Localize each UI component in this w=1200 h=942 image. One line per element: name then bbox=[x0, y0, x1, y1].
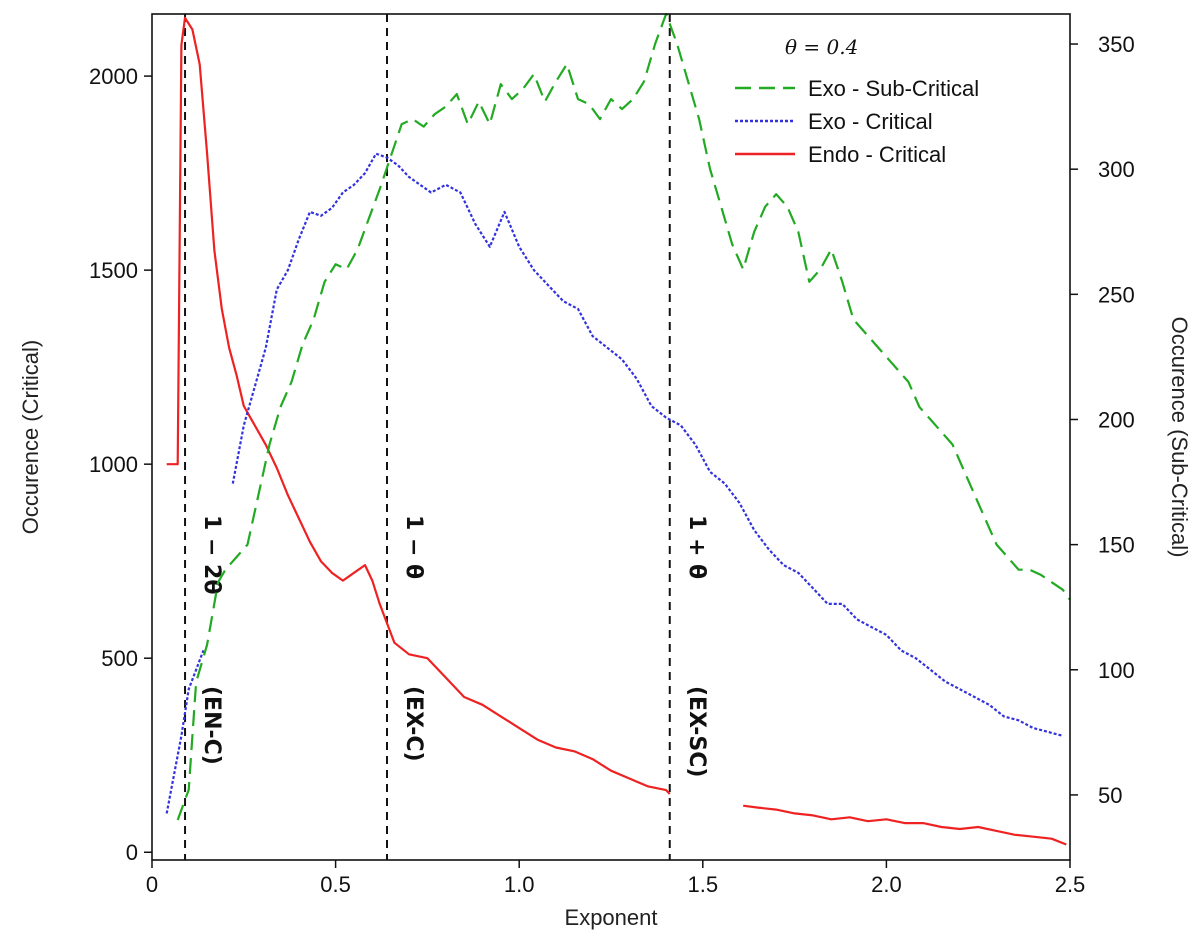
x-tick-label-1: 0.5 bbox=[320, 872, 351, 897]
x-tick-label-4: 2.0 bbox=[871, 872, 902, 897]
legend-label-2: Endo - Critical bbox=[808, 142, 946, 167]
legend-entries: Exo - Sub-Critical Exo - Critical Endo - C… bbox=[735, 76, 979, 167]
y-right-tick-label-6: 350 bbox=[1098, 32, 1135, 57]
x-tick-label-3: 1.5 bbox=[688, 872, 719, 897]
y-axis-right-label: Occurence (Sub-Critical) bbox=[1167, 317, 1192, 558]
y-left-tick-label-3: 1500 bbox=[89, 258, 138, 283]
y-axis-left: 0 500 1000 1500 2000 bbox=[89, 64, 152, 865]
legend-label-1: Exo - Critical bbox=[808, 109, 933, 134]
y-axis-right: 50 100 150 200 250 300 350 bbox=[1070, 32, 1135, 808]
series-line-2 bbox=[176, 12, 1071, 821]
legend-label-0: Exo - Sub-Critical bbox=[808, 76, 979, 101]
series-line-1 bbox=[165, 152, 1063, 814]
y-left-tick-label-0: 0 bbox=[126, 840, 138, 865]
y-axis-left-label: Occurence (Critical) bbox=[18, 340, 43, 534]
y-right-tick-label-3: 200 bbox=[1098, 407, 1135, 432]
reference-label-1: 1 − θ bbox=[401, 515, 426, 579]
y-right-tick-label-1: 100 bbox=[1098, 658, 1135, 683]
x-axis: 0 0.5 1.0 1.5 2.0 2.5 bbox=[146, 860, 1085, 897]
series-line-0 bbox=[166, 16, 1067, 846]
reference-sublabel-0: (EN-C) bbox=[199, 686, 224, 765]
x-tick-label-5: 2.5 bbox=[1055, 872, 1086, 897]
plot-content: 1 − 2θ (EN-C) 1 − θ (EX-C) 1 + θ (EX-SC) bbox=[165, 12, 1071, 860]
legend-header: θ = 0.4 bbox=[785, 35, 858, 59]
reference-label-2: 1 + θ bbox=[684, 515, 709, 579]
y-right-tick-label-0: 50 bbox=[1098, 783, 1122, 808]
y-left-tick-label-4: 2000 bbox=[89, 64, 138, 89]
plot-frame bbox=[151, 13, 1071, 861]
reference-label-0: 1 − 2θ bbox=[199, 515, 224, 594]
x-tick-label-2: 1.0 bbox=[504, 872, 535, 897]
y-left-tick-label-2: 1000 bbox=[89, 452, 138, 477]
y-left-tick-label-1: 500 bbox=[101, 646, 138, 671]
y-right-tick-label-5: 300 bbox=[1098, 157, 1135, 182]
reference-sublabel-2: (EX-SC) bbox=[684, 686, 709, 777]
x-tick-label-0: 0 bbox=[146, 872, 158, 897]
legend: θ = 0.4 Exo - Sub-Critical Exo - Critical… bbox=[735, 35, 979, 167]
reference-sublabel-1: (EX-C) bbox=[401, 686, 426, 762]
x-axis-label: Exponent bbox=[565, 905, 658, 930]
y-right-tick-label-4: 250 bbox=[1098, 282, 1135, 307]
y-right-tick-label-2: 150 bbox=[1098, 533, 1135, 558]
